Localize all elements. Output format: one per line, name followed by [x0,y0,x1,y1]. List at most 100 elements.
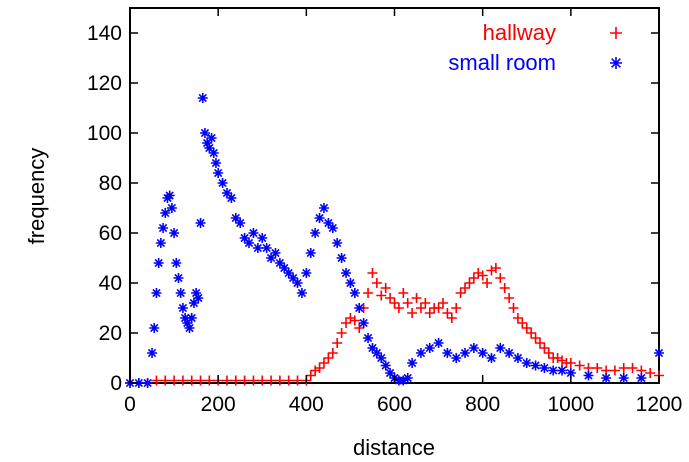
data-point [323,353,334,363]
data-point [477,348,488,358]
data-point [468,273,479,283]
data-point [327,348,338,358]
data-point [296,288,307,298]
data-point [534,338,545,348]
data-point [274,258,285,268]
data-point [504,293,515,303]
x-axis-title: distance [353,435,435,460]
data-point [336,253,347,263]
data-point [512,353,523,363]
data-point [442,308,453,318]
y-tick-label: 40 [99,272,122,295]
y-tick-label: 80 [99,172,122,195]
data-point [455,288,466,298]
data-point [521,323,532,333]
data-point [627,363,638,373]
data-point [420,298,431,308]
data-point [609,365,620,376]
data-point [517,318,528,328]
legend-marker-small-room [610,57,622,69]
data-point [424,308,435,318]
data-point [248,228,259,238]
data-point [248,375,259,386]
data-point [583,370,594,381]
x-tick-label: 0 [124,393,136,416]
x-tick-label: 800 [465,393,500,416]
data-point [186,313,197,323]
data-point [149,323,160,333]
data-point [184,323,195,333]
x-tick-label: 1000 [547,393,594,416]
data-point [305,248,316,258]
data-point [213,168,224,178]
data-marks [125,93,664,388]
data-point [354,303,365,313]
data-point [460,348,471,358]
data-point [398,288,409,298]
data-point [221,188,232,198]
data-point [191,288,202,298]
data-point [363,333,374,343]
data-point [512,313,523,323]
data-point [592,363,603,373]
data-point [433,303,444,313]
data-point [217,178,228,188]
data-point [133,378,144,388]
data-point [230,213,241,223]
data-point [261,243,272,253]
y-tick-label: 100 [87,122,122,145]
data-point [618,363,629,373]
x-tick-label: 1200 [636,393,683,416]
data-point [221,375,232,386]
data-point [433,338,444,348]
data-point [376,353,387,363]
data-point [166,203,177,213]
data-point [175,288,186,298]
data-point [151,288,162,298]
data-point [332,238,343,248]
data-point [442,348,453,358]
data-point [151,375,162,386]
data-point [235,218,246,228]
data-point [244,238,255,248]
legend: hallway small room [448,20,622,75]
data-point [402,373,413,383]
data-point [318,203,329,213]
data-point [283,375,294,386]
data-point [155,238,166,248]
data-point [539,363,550,373]
data-point [645,368,656,378]
data-point [239,233,250,243]
data-point [164,190,175,201]
data-point [180,313,191,323]
data-point [477,270,488,281]
data-point [169,375,180,386]
data-point [310,365,321,376]
data-point [358,318,369,328]
data-point [618,373,629,383]
data-point [239,375,250,386]
data-point [367,268,378,278]
y-tick-label: 60 [99,222,122,245]
x-tick-label: 600 [377,393,412,416]
data-point [182,318,193,328]
data-point [407,358,418,368]
data-point [601,373,612,383]
legend-label-hallway: hallway [483,20,556,45]
data-point [177,303,188,313]
x-tick-label: 400 [289,393,324,416]
data-point [199,128,210,138]
y-axis-title: frequency [24,148,49,245]
x-tick-label: 200 [201,393,236,416]
data-point [193,293,204,303]
data-point [345,278,356,288]
data-point [482,278,493,288]
data-point [451,303,462,313]
data-point [197,93,208,103]
data-point [490,263,501,273]
data-point [204,375,215,386]
data-point [371,348,382,358]
data-point [318,358,329,368]
data-point [407,308,418,318]
data-point [508,303,519,313]
